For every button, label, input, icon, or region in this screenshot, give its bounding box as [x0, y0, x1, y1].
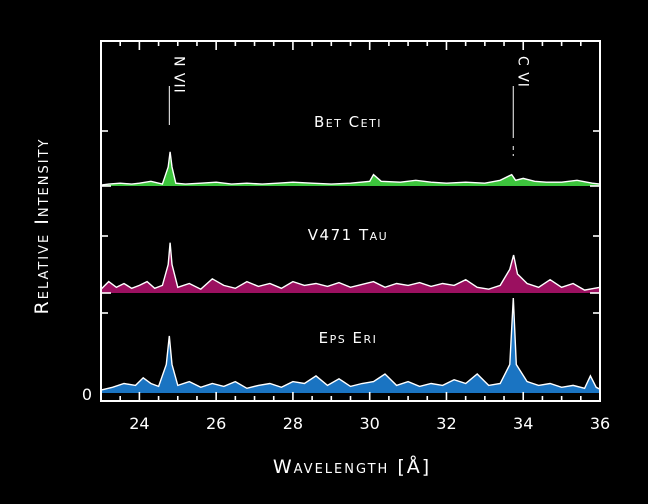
x-tick-label: 26 — [206, 414, 226, 433]
series-line-0 — [100, 151, 601, 186]
series-layer: Bet Ceti V471 Tau Eps Eri — [100, 113, 601, 393]
line-id-label-1: C VI — [514, 56, 530, 88]
series-label-2: Eps Eri — [319, 329, 378, 347]
series-label-0: Bet Ceti — [314, 113, 382, 131]
x-tick-label: 24 — [129, 414, 149, 433]
line-id-layer: N VII C VI — [168, 56, 530, 156]
x-tick-label: 28 — [283, 414, 303, 433]
x-axis-label: Wavelength [Å] — [273, 455, 431, 478]
tick-layer: 24 26 28 30 32 34 36 — [100, 41, 610, 433]
series-area-1 — [101, 242, 600, 293]
series-label-1: V471 Tau — [308, 226, 388, 244]
x-tick-label: 34 — [513, 414, 533, 433]
x-tick-label: 36 — [590, 414, 610, 433]
series-line-1 — [100, 242, 601, 291]
y-zero-label: 0 — [82, 385, 92, 404]
x-tick-label: 30 — [360, 414, 380, 433]
series-line-2 — [100, 297, 601, 391]
y-axis-label: Relative Intensity — [31, 138, 53, 315]
line-id-label-0: N VII — [170, 56, 186, 94]
x-tick-label: 32 — [436, 414, 456, 433]
